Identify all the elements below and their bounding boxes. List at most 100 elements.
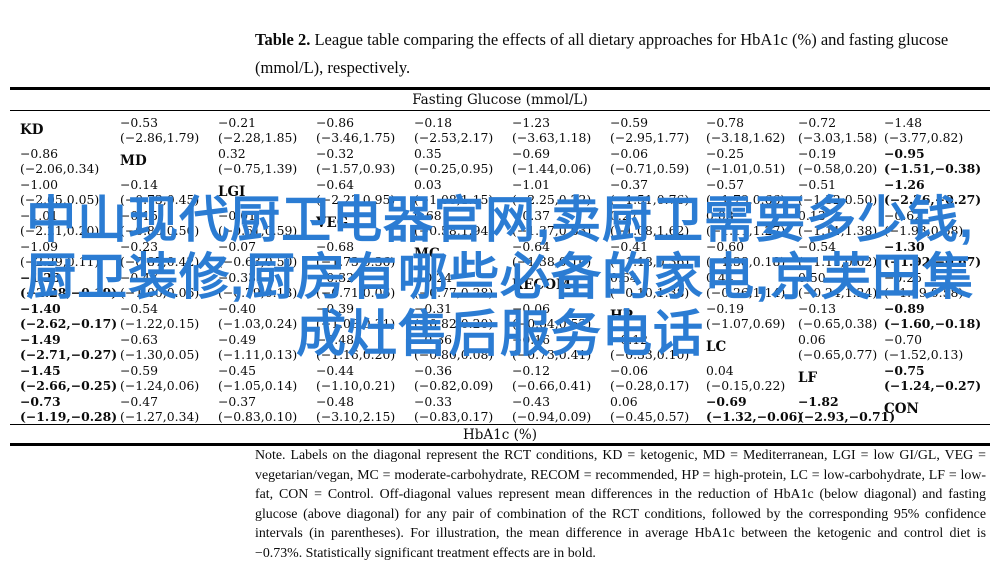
confidence-interval: (−0.83,0.10) (218, 409, 298, 425)
estimate-cell: −0.12 (−0.33,0.10) (610, 332, 689, 363)
mean-difference: −0.68 (316, 239, 354, 254)
estimate-cell: −1.23 (−2.28,−0.19) (20, 270, 117, 301)
confidence-interval: (−2.71,−0.27) (20, 347, 118, 363)
mean-difference: 0.08 (706, 208, 734, 223)
estimate-cell: −0.43 (−0.94,0.09) (512, 394, 591, 425)
mean-difference: −0.37 (610, 177, 648, 192)
confidence-interval: (−2.95,1.77) (610, 130, 690, 146)
estimate-cell: −0.33 (−0.83,0.17) (414, 394, 493, 425)
estimate-cell: −0.72 (−3.03,1.58) (798, 115, 877, 146)
confidence-interval: (−0.80,0.50) (120, 223, 200, 239)
confidence-interval: (−2.28,1.85) (218, 130, 298, 146)
estimate-cell: −0.37 (−1.51,0.76) (610, 177, 689, 208)
confidence-interval: (−1.57,0.93) (316, 161, 396, 177)
confidence-interval: (−2.86,1.79) (120, 130, 200, 146)
confidence-interval: (−0.65,0.77) (798, 347, 878, 363)
watermark-line: 成灶售后服务电话 (296, 306, 704, 362)
confidence-interval: (−0.66,0.41) (512, 378, 592, 394)
estimate-cell: 0.03 (−1.08,1.15) (414, 177, 493, 208)
confidence-interval: (−0.94,0.09) (512, 409, 592, 425)
estimate-cell: −0.06 (−0.28,0.17) (610, 363, 689, 394)
confidence-interval: (−2.26,−0.27) (884, 192, 982, 208)
confidence-interval: (−1.09,0.58) (884, 285, 964, 301)
estimate-cell: −0.19 (−0.58,0.20) (798, 146, 877, 177)
confidence-interval: (−1.10,0.21) (316, 378, 396, 394)
mean-difference: −0.53 (120, 115, 158, 130)
mean-difference: −0.33 (414, 394, 452, 409)
mean-difference: −0.23 (120, 239, 158, 254)
estimate-cell: −0.51 (−1.52,0.50) (798, 177, 877, 208)
table-caption-label: Table 2. (255, 30, 311, 49)
confidence-interval: (−2.53,2.17) (414, 130, 494, 146)
estimate-cell: 0.32 (−0.75,1.39) (218, 146, 297, 177)
mean-difference: −0.31 (414, 301, 452, 316)
diet-label-CON: CON (884, 401, 919, 417)
confidence-interval: (−1.05,0.14) (218, 378, 298, 394)
confidence-interval: (−1.18,0.36) (610, 254, 690, 270)
confidence-interval: (−1.37,0.63) (512, 223, 592, 239)
mean-difference: 0.13 (798, 208, 826, 223)
confidence-interval: (−1.52,0.13) (884, 347, 964, 363)
estimate-cell: −0.89 (−1.60,−0.18) (884, 301, 981, 332)
confidence-interval: (−1.38,0.10) (512, 254, 592, 270)
confidence-interval: (−2.62,−0.17) (20, 316, 118, 332)
confidence-interval: (−1.92,−0.67) (884, 254, 982, 270)
mean-difference: −0.06 (610, 363, 648, 378)
mean-difference: −0.25 (706, 146, 744, 161)
mean-difference: −0.45 (218, 363, 256, 378)
confidence-interval: (−0.77,0.28) (414, 285, 494, 301)
estimate-cell: −0.75 (−1.24,−0.27) (884, 363, 981, 394)
estimate-cell: −1.82 (−2.93,−0.71) (798, 394, 895, 425)
estimate-cell: −0.15 (−0.80,0.50) (120, 208, 199, 239)
confidence-interval: (−0.28,0.17) (610, 378, 690, 394)
mean-difference: −0.19 (798, 146, 836, 161)
mean-difference: −1.82 (798, 394, 839, 409)
estimate-cell: −0.86 (−2.06,0.34) (20, 146, 99, 177)
confidence-interval: (−0.65,0.38) (798, 316, 878, 332)
estimate-cell: 0.68 (−0.58,1.94) (414, 208, 493, 239)
mean-difference: −0.48 (316, 332, 354, 347)
table-caption: Table 2. League table comparing the effe… (255, 26, 973, 82)
diet-label-LGI: LGI (218, 184, 246, 200)
estimate-cell: −1.30 (−1.92,−0.67) (884, 239, 981, 270)
mean-difference: −0.24 (414, 270, 452, 285)
estimate-cell: −0.86 (−3.46,1.75) (316, 115, 395, 146)
confidence-interval: (−0.83,0.17) (414, 409, 494, 425)
confidence-interval: (−1.60,−0.18) (884, 316, 982, 332)
confidence-interval: (−0.45,0.57) (610, 409, 690, 425)
mean-difference: −0.25 (884, 270, 922, 285)
confidence-interval: (−2.25,0.22) (512, 192, 592, 208)
mean-difference: −1.40 (20, 301, 61, 316)
estimate-cell: −0.59 (−1.24,0.06) (120, 363, 199, 394)
estimate-cell: −0.36 (−0.82,0.09) (414, 363, 493, 394)
confidence-interval: (−1.27,0.34) (120, 409, 200, 425)
estimate-cell: 0.08 (−1.11,1.27) (706, 208, 785, 239)
confidence-interval: (−0.82,0.09) (414, 378, 494, 394)
confidence-interval: (−0.26,1.14) (706, 285, 786, 301)
estimate-cell: −0.64 (−1.38,0.10) (512, 239, 591, 270)
estimate-cell: −0.45 (−1.05,0.14) (218, 363, 297, 394)
mean-difference: −0.62 (884, 208, 922, 223)
estimate-cell: −0.06 (−0.71,0.59) (610, 146, 689, 177)
estimate-cell: 0.44 (−0.26,1.14) (706, 270, 785, 301)
estimate-cell: −0.57 (−1.79,0.66) (706, 177, 785, 208)
estimate-cell: −1.26 (−2.26,−0.27) (884, 177, 981, 208)
estimate-cell: 0.04 (−0.15,0.22) (706, 363, 785, 394)
confidence-interval: (−0.58,1.94) (414, 223, 494, 239)
estimate-cell: −0.49 (−1.11,0.13) (218, 332, 297, 363)
estimate-cell: 0.06 (−0.45,0.57) (610, 394, 689, 425)
mean-difference: −0.37 (512, 208, 550, 223)
estimate-cell: −0.48 (−3.10,2.15) (316, 394, 395, 425)
confidence-interval: (−2.93,−0.71) (798, 409, 896, 425)
mean-difference: 0.03 (414, 177, 442, 192)
estimate-cell: −0.31 (−0.82,0.20) (414, 301, 493, 332)
mean-difference: −0.12 (610, 332, 648, 347)
mean-difference: −0.12 (512, 363, 550, 378)
confidence-interval: (−0.61,0.59) (218, 223, 298, 239)
mean-difference: −1.01 (20, 208, 58, 223)
mean-difference: −1.23 (20, 270, 61, 285)
confidence-interval: (−0.58,0.20) (798, 161, 878, 177)
estimate-cell: −0.40 (−1.03,0.24) (218, 301, 297, 332)
mean-difference: −0.95 (884, 146, 925, 161)
confidence-interval: (−1.11,0.02) (798, 254, 878, 270)
